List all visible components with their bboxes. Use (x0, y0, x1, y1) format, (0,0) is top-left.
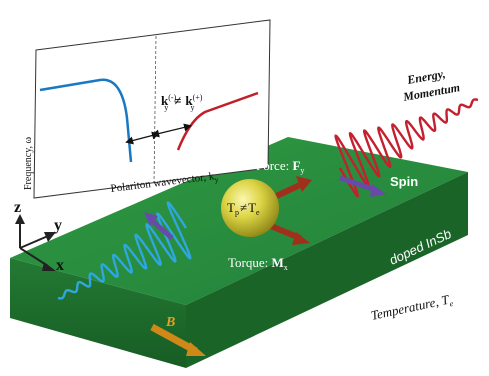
blue-polariton-wave (57, 201, 192, 300)
red-branch-curve (176, 91, 259, 151)
energy-label: Energy, (405, 66, 446, 87)
blue-branch-curve (39, 78, 133, 163)
inset-frame (33, 19, 271, 199)
slab-side-face (186, 172, 468, 368)
spin-arrow-right (339, 175, 386, 197)
gap-arrow-right (151, 123, 192, 138)
spin-arrow-left (144, 212, 174, 240)
axis-y-label: y (54, 217, 62, 234)
temperature-inequality: Tp≠Te (227, 200, 260, 217)
axis-x-label: x (56, 257, 64, 274)
torque-label: Torque: Mx (228, 255, 288, 272)
k-inequality-label: k(-) y ≠ k(+) y (161, 93, 203, 112)
coordinate-axes (15, 214, 56, 271)
temperature-label: Temperature, Te (370, 291, 455, 325)
red-polariton-wave (334, 98, 479, 198)
dispersion-inset: Frequency, ω Polariton wavevector, ky k(… (23, 19, 271, 199)
force-label: Force: Fy (256, 158, 304, 175)
inset-y-axis-label: Frequency, ω (23, 136, 34, 190)
axis-z-label: z (14, 199, 21, 216)
slab-front-face (10, 258, 186, 368)
inset-divider (153, 35, 157, 184)
spin-label: Spin (390, 174, 418, 189)
nanoparticle-sphere (221, 179, 279, 237)
b-field-arrow (150, 323, 206, 356)
b-field-label: B (165, 315, 175, 330)
